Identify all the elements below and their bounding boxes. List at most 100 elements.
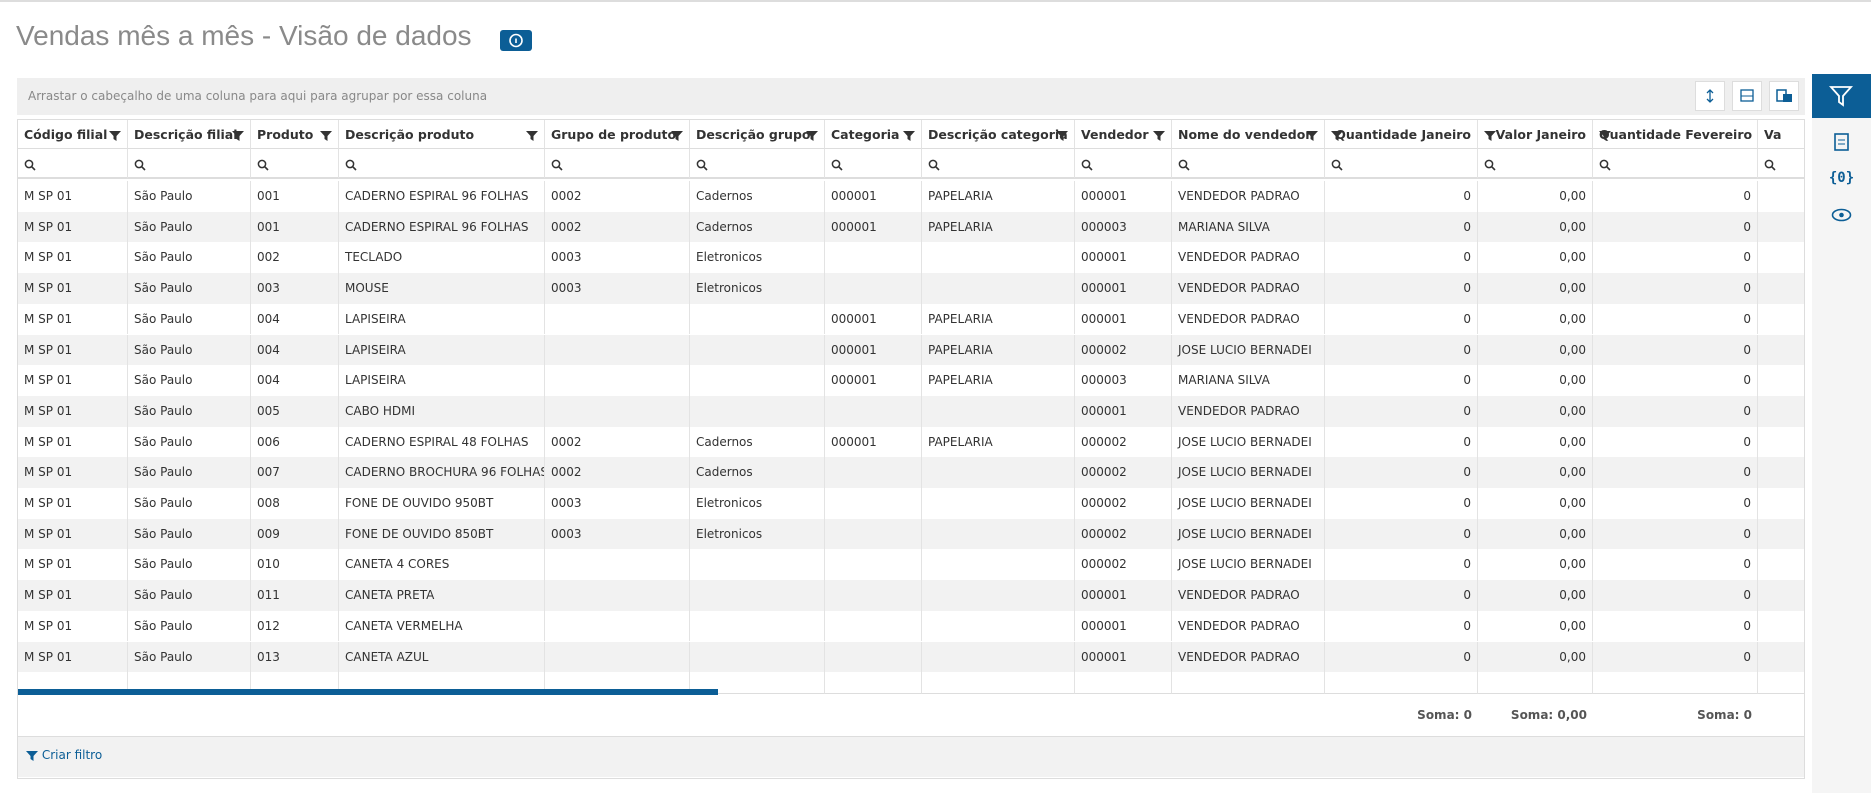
- filter-cell[interactable]: [339, 149, 545, 179]
- empty-cell: [825, 672, 922, 695]
- column-header[interactable]: Quantidade Janeiro: [1325, 120, 1478, 149]
- cell-text: 0: [1463, 373, 1471, 388]
- table-cell: [1758, 457, 1804, 488]
- filter-cell[interactable]: [128, 149, 251, 179]
- create-filter-link[interactable]: Criar filtro: [26, 748, 102, 762]
- side-filter-button[interactable]: [1812, 74, 1871, 118]
- cell-text: 006: [257, 434, 280, 449]
- cell-text: Descrição grupo: [696, 127, 811, 142]
- empty-cell: [1758, 672, 1804, 695]
- table-cell: [690, 641, 825, 673]
- column-header[interactable]: Vendedor: [1075, 120, 1172, 149]
- column-header[interactable]: Código filial: [18, 120, 128, 149]
- filter-cell[interactable]: [1172, 149, 1325, 179]
- table-cell: [825, 488, 922, 519]
- table-cell: 0,00: [1478, 426, 1593, 458]
- table-cell: [1758, 641, 1804, 673]
- table-cell: Cadernos: [690, 211, 825, 243]
- table-cell: JOSE LUCIO BERNADEI: [1172, 518, 1325, 550]
- cell-text: 0: [1743, 373, 1751, 388]
- table-cell: [545, 334, 690, 366]
- cell-text: 0002: [551, 189, 582, 203]
- cell-text: 010: [257, 557, 280, 572]
- column-header[interactable]: Descrição categoria: [922, 120, 1075, 149]
- table-cell: M SP 01: [18, 365, 128, 396]
- cell-text: LAPISEIRA: [345, 342, 406, 357]
- cell-text: 0: [1743, 434, 1751, 449]
- filter-cell[interactable]: [18, 149, 128, 179]
- table-cell: São Paulo: [128, 211, 251, 243]
- cell-text: 0: [1743, 557, 1751, 572]
- filter-cell[interactable]: [545, 149, 690, 179]
- table-cell: [545, 641, 690, 673]
- column-header[interactable]: Descrição grupo: [690, 120, 825, 149]
- table-cell: JOSE LUCIO BERNADEI: [1172, 549, 1325, 581]
- cell-text: CADERNO ESPIRAL 48 FOLHAS: [345, 434, 529, 449]
- table-cell: 004: [251, 365, 339, 396]
- cell-text: São Paulo: [134, 496, 193, 510]
- table-cell: 004: [251, 334, 339, 366]
- cell-text: CADERNO ESPIRAL 96 FOLHAS: [345, 189, 529, 203]
- table-cell: [825, 457, 922, 488]
- cell-text: Eletronicos: [696, 250, 763, 265]
- table-cell: CABO HDMI: [339, 395, 545, 427]
- cell-text: 000001: [831, 219, 877, 234]
- table-cell: CADERNO BROCHURA 96 FOLHAS: [339, 457, 545, 488]
- column-header[interactable]: Categoria: [825, 120, 922, 149]
- toolbar-button[interactable]: [1695, 81, 1725, 111]
- cell-text: 0: [1463, 557, 1471, 572]
- filter-cell[interactable]: [1478, 149, 1593, 179]
- column-header[interactable]: Valor Janeiro: [1478, 120, 1593, 149]
- cell-text: JOSE LUCIO BERNADEI: [1178, 526, 1312, 541]
- column-header[interactable]: Descrição filial: [128, 120, 251, 149]
- scrollbar[interactable]: [18, 689, 718, 696]
- filter-cell[interactable]: [1593, 149, 1758, 179]
- info-button[interactable]: [500, 30, 532, 51]
- table-cell: MARIANA SILVA: [1172, 365, 1325, 396]
- table-cell: M SP 01: [18, 211, 128, 243]
- filter-cell[interactable]: [1075, 149, 1172, 179]
- table-cell: São Paulo: [128, 641, 251, 673]
- column-header[interactable]: Descrição produto: [339, 120, 545, 149]
- table-cell: 0: [1593, 580, 1758, 611]
- table-cell: LAPISEIRA: [339, 303, 545, 335]
- toolbar-button[interactable]: [1769, 81, 1799, 111]
- cell-text: M SP 01: [24, 373, 73, 388]
- cell-text: 0: [1463, 342, 1471, 357]
- column-header[interactable]: Produto: [251, 120, 339, 149]
- filter-cell[interactable]: [690, 149, 825, 179]
- table-cell: 0,00: [1478, 549, 1593, 581]
- cell-text: VENDEDOR PADRAO: [1178, 189, 1300, 203]
- filter-cell[interactable]: [922, 149, 1075, 179]
- cell-text: CADERNO ESPIRAL 96 FOLHAS: [345, 219, 529, 234]
- table-cell: 0,00: [1478, 518, 1593, 550]
- cell-text: M SP 01: [24, 403, 73, 418]
- cell-text: M SP 01: [24, 557, 73, 572]
- filter-cell[interactable]: [1758, 149, 1804, 179]
- table-cell: 000001: [825, 365, 922, 396]
- side-icons[interactable]: {0}: [1812, 126, 1871, 256]
- filter-cell[interactable]: [825, 149, 922, 179]
- column-header[interactable]: Va: [1758, 120, 1804, 149]
- table-cell: MARIANA SILVA: [1172, 211, 1325, 243]
- cell-text: 0,00: [1559, 311, 1586, 326]
- table-cell: 000001: [825, 211, 922, 243]
- table-cell: [825, 395, 922, 427]
- table-cell: 0: [1593, 518, 1758, 550]
- table-cell: M SP 01: [18, 334, 128, 366]
- empty-cell: [922, 672, 1075, 695]
- cell-text: M SP 01: [24, 434, 73, 449]
- column-header[interactable]: Grupo de produto: [545, 120, 690, 149]
- cell-text: Cadernos: [696, 465, 753, 480]
- cell-text: JOSE LUCIO BERNADEI: [1178, 465, 1312, 480]
- column-header[interactable]: Nome do vendedor: [1172, 120, 1325, 149]
- filter-cell[interactable]: [251, 149, 339, 179]
- cell-text: CANETA AZUL: [345, 649, 429, 664]
- table-cell: 000001: [825, 303, 922, 335]
- cell-text: 0002: [551, 219, 582, 234]
- table-cell: 0003: [545, 488, 690, 519]
- column-header[interactable]: Quantidade Fevereiro: [1593, 120, 1758, 149]
- cell-text: Descrição filial: [134, 127, 238, 142]
- filter-cell[interactable]: [1325, 149, 1478, 179]
- toolbar-button[interactable]: [1732, 81, 1762, 111]
